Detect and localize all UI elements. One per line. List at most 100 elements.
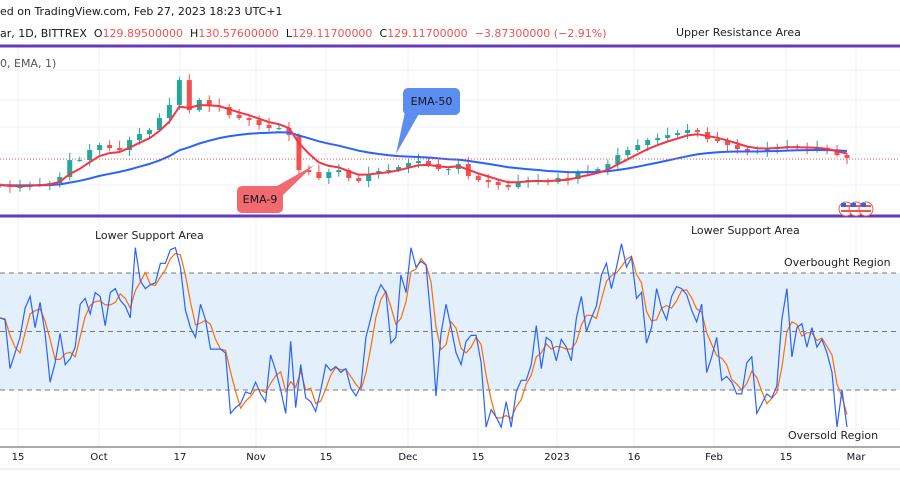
candle-body <box>316 172 322 179</box>
candle-body <box>655 138 661 141</box>
candle <box>166 97 172 125</box>
candle-body <box>695 130 701 133</box>
candle-body <box>356 178 362 182</box>
candle <box>296 133 302 175</box>
candle-body <box>326 172 332 179</box>
candle-body <box>146 130 152 135</box>
candle <box>77 156 83 163</box>
candle-body <box>176 80 182 106</box>
open-label: O <box>93 27 103 40</box>
candle <box>306 165 312 176</box>
candle <box>156 113 162 133</box>
candle <box>406 158 412 174</box>
candle <box>435 158 441 172</box>
upper-resistance-label: Upper Resistance Area <box>676 26 801 39</box>
candle <box>605 159 611 176</box>
candle-body <box>844 155 850 159</box>
candle-body <box>117 148 123 151</box>
candle <box>695 128 701 137</box>
candle-body <box>724 141 730 146</box>
candle <box>665 127 671 142</box>
time-axis-label: 15 <box>319 452 333 463</box>
candle-body <box>595 169 601 172</box>
candle <box>127 136 133 157</box>
candle <box>146 128 152 138</box>
overbought-label: Overbought Region <box>784 256 891 269</box>
time-axis-label: Nov <box>246 452 266 463</box>
stoch-d-line <box>0 252 848 420</box>
candle-body <box>495 182 501 186</box>
candle-body <box>236 115 242 119</box>
candle <box>67 152 73 181</box>
candle-body <box>425 161 431 165</box>
candle <box>535 174 541 185</box>
candle-body <box>77 160 83 162</box>
candle-body <box>366 174 372 182</box>
us-flag-events-icon <box>838 201 874 217</box>
candle <box>316 164 322 181</box>
candle-body <box>685 130 691 134</box>
close-label: C <box>379 27 388 40</box>
candle <box>675 129 681 138</box>
low-value: 129.11700000 <box>291 27 373 40</box>
high-label: H <box>190 27 199 40</box>
change-value: −3.87300000 (−2.91%) <box>474 27 607 40</box>
candle-body <box>97 145 103 151</box>
candle-body <box>87 150 93 161</box>
candle-body <box>575 173 581 180</box>
candle-body <box>505 185 511 188</box>
candle-body <box>107 145 113 149</box>
candle-body <box>625 150 631 156</box>
candle <box>266 117 272 132</box>
candle-body <box>714 139 720 142</box>
candle-body <box>266 125 272 129</box>
time-axis-label: 15 <box>471 452 485 463</box>
candle <box>625 146 631 159</box>
candle <box>495 180 501 190</box>
candle-body <box>186 80 192 111</box>
candle-body <box>416 161 422 164</box>
indicator-legend[interactable]: 0, EMA, 1) <box>0 57 57 70</box>
candle <box>366 166 372 188</box>
ohlc-legend: ar, 1D, BITTREX O129.89500000 H130.57600… <box>0 27 607 40</box>
stoch-k-line <box>0 243 848 429</box>
ema50-callout[interactable]: EMA-50 <box>403 88 460 115</box>
time-axis-label: 15 <box>11 452 25 463</box>
time-axis-label: 17 <box>173 452 187 463</box>
candle-body <box>57 177 63 184</box>
time-axis-label: 15 <box>779 452 793 463</box>
time-axis-label: 16 <box>627 452 641 463</box>
candle <box>226 103 232 119</box>
candle-body <box>306 170 312 173</box>
time-axis-label: Dec <box>398 452 418 463</box>
open-value: 129.89500000 <box>102 27 184 40</box>
candle-body <box>137 134 143 141</box>
symbol-info: ar, 1D, BITTREX <box>0 27 87 40</box>
candle-body <box>565 178 571 180</box>
candle-body <box>406 163 412 168</box>
candle-body <box>485 180 491 183</box>
close-value: 129.11700000 <box>387 27 468 40</box>
candle <box>276 124 282 131</box>
candle-body <box>336 170 342 173</box>
candle-body <box>834 151 840 156</box>
candle <box>186 74 192 114</box>
candle-body <box>156 118 162 131</box>
candle-body <box>605 164 611 170</box>
candle-body <box>17 187 23 189</box>
candle <box>97 143 103 155</box>
candle-body <box>764 149 770 152</box>
ema50-callout-pointer <box>396 112 420 154</box>
candle-body <box>127 140 133 151</box>
ema9-line <box>0 104 848 188</box>
candle-body <box>515 182 521 188</box>
lower-support-label-left: Lower Support Area <box>95 229 204 242</box>
low-label: L <box>285 27 292 40</box>
candle <box>176 76 182 110</box>
ema9-callout[interactable]: EMA-9 <box>237 186 283 213</box>
candle <box>117 140 123 153</box>
time-axis-label: Feb <box>705 452 723 463</box>
high-value: 130.57600000 <box>198 27 279 40</box>
candle-body <box>665 135 671 139</box>
